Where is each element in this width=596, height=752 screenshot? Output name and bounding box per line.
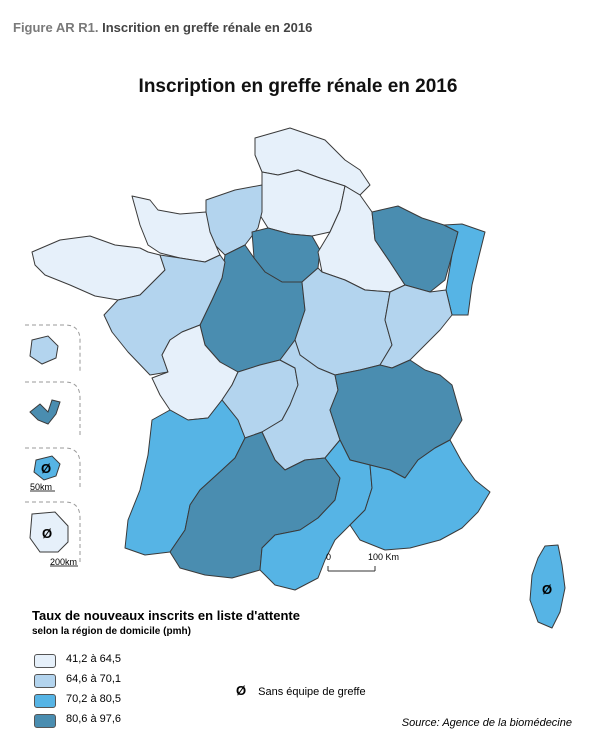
legend-swatch	[34, 714, 56, 728]
region-paca	[349, 439, 491, 551]
legend-swatch	[34, 694, 56, 708]
legend-label: 64,6 à 70,1	[66, 673, 122, 685]
legend-subtitle: selon la région de domicile (pmh)	[32, 626, 191, 637]
island-guyane	[29, 511, 69, 553]
legend-swatch	[34, 654, 56, 668]
scale-bar: 0 100 Km	[326, 552, 399, 572]
scale-end-label: 100 Km	[368, 552, 399, 562]
legend-label: 80,6 à 97,6	[66, 713, 122, 725]
inset-frame-reunion	[25, 324, 81, 372]
figure-caption: Figure AR R1. Inscrition en greffe rénal…	[13, 20, 312, 35]
legend-label: 70,2 à 80,5	[66, 693, 122, 705]
no-team-legend: Ø Sans équipe de greffe	[236, 683, 366, 698]
inset-frame-guyane	[25, 501, 81, 565]
overseas-insets: Ø 50km Ø 200km	[25, 324, 81, 567]
island-martinique	[33, 455, 61, 481]
inset-frame-guadeloupe	[25, 381, 81, 438]
no-team-symbol-martinique: Ø	[41, 461, 51, 476]
source-note: Source: Agence de la biomédecine	[401, 717, 572, 729]
region-lorraine	[371, 205, 459, 293]
no-team-symbol-corse: Ø	[542, 582, 552, 597]
map-title: Inscription en greffe rénale en 2016	[138, 76, 458, 97]
no-team-symbol-guyane: Ø	[42, 526, 52, 541]
region-corse	[529, 544, 566, 629]
legend-swatch	[34, 674, 56, 688]
figure-number: Figure AR R1.	[13, 20, 99, 35]
legend-label: 41,2 à 64,5	[66, 653, 122, 665]
no-team-legend-symbol: Ø	[236, 683, 247, 698]
inset-scale-large: 200km	[50, 557, 77, 567]
inset-scale-small: 50km	[30, 482, 52, 492]
island-guadeloupe	[29, 399, 61, 425]
inset-frame-martinique	[25, 447, 81, 490]
figure-caption-text: Inscrition en greffe rénale en 2016	[102, 20, 313, 35]
region-franche-comte	[379, 284, 453, 369]
no-team-legend-label: Sans équipe de greffe	[258, 686, 366, 698]
legend-title: Taux de nouveaux inscrits en liste d'att…	[32, 608, 300, 623]
region-alsace	[443, 223, 486, 316]
island-reunion	[29, 335, 59, 365]
scale-start-label: 0	[326, 552, 331, 562]
